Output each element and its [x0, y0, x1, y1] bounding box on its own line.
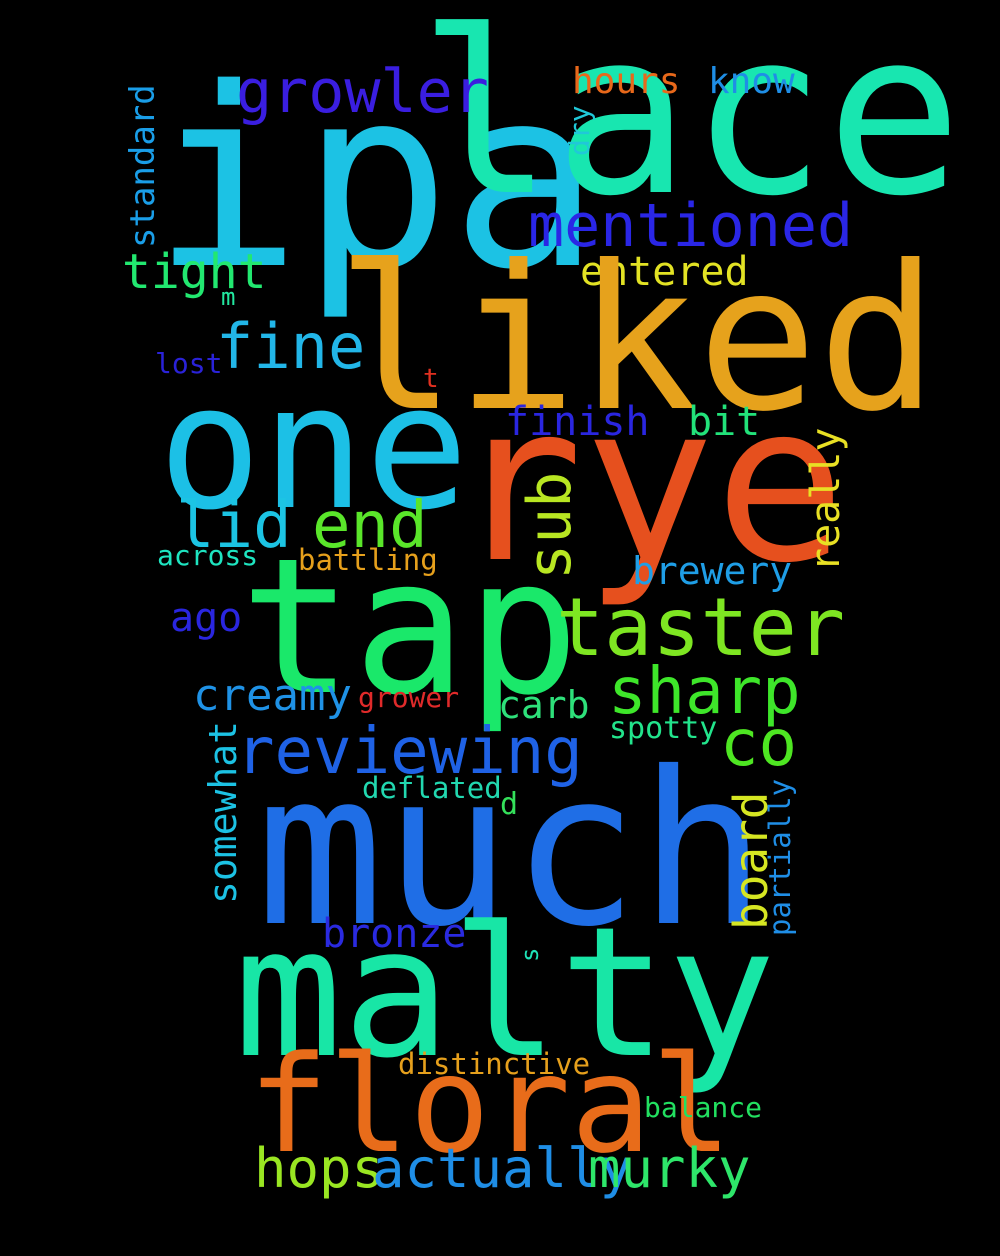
word-ago: ago	[170, 595, 243, 641]
word-balance: balance	[644, 1091, 763, 1124]
word-across: across	[157, 539, 259, 572]
word-fine: fine	[216, 310, 366, 383]
word-spotty: spotty	[609, 711, 718, 746]
word-lid: lid	[176, 489, 292, 563]
word-murky: murky	[588, 1137, 751, 1200]
word-one: one	[158, 347, 469, 548]
word-ipa: ipa	[152, 36, 600, 324]
word-end: end	[312, 489, 428, 563]
word-taster: taster	[556, 581, 845, 674]
word-standard: standard	[123, 84, 163, 248]
word-somewhat: somewhat	[201, 720, 245, 904]
word-battling: battling	[298, 543, 438, 577]
word-distinctive: distinctive	[398, 1047, 591, 1081]
word-mentioned: mentioned	[528, 191, 854, 261]
word-t: t	[423, 364, 439, 394]
word-really: really	[803, 427, 849, 573]
word-finish: finish	[505, 399, 650, 445]
word-d: d	[500, 787, 519, 822]
word-s: s	[516, 947, 544, 962]
word-rye: rye	[452, 358, 846, 611]
word-bit: bit	[688, 399, 761, 445]
word-creamy: creamy	[193, 670, 352, 721]
word-malty: malty	[234, 889, 776, 1098]
word-hops: hops	[254, 1137, 385, 1200]
word-co: co	[720, 707, 798, 781]
word-carb: carb	[498, 683, 590, 727]
word-dry: dry	[563, 105, 596, 156]
word-brewery: brewery	[632, 549, 793, 593]
word-grower: grower	[358, 681, 460, 714]
word-lace: lace	[418, 0, 963, 246]
word-much: much	[256, 726, 767, 973]
word-tight: tight	[122, 244, 267, 300]
word-partially: partially	[763, 778, 797, 936]
word-lost: lost	[155, 347, 223, 380]
word-sub: sub	[515, 471, 585, 580]
word-know: know	[708, 61, 795, 102]
word-bronze: bronze	[322, 911, 467, 957]
word-floral: floral	[248, 1027, 733, 1183]
word-m: m	[221, 283, 236, 311]
word-sharp: sharp	[608, 655, 801, 729]
word-reviewing: reviewing	[236, 715, 583, 789]
word-tap: tap	[240, 518, 580, 737]
word-deflated: deflated	[362, 771, 502, 805]
word-actually: actually	[372, 1137, 633, 1200]
word-liked: liked	[336, 223, 939, 456]
word-entered: entered	[580, 249, 749, 295]
word-growler: growler	[236, 57, 489, 127]
word-hours: hours	[572, 61, 681, 102]
